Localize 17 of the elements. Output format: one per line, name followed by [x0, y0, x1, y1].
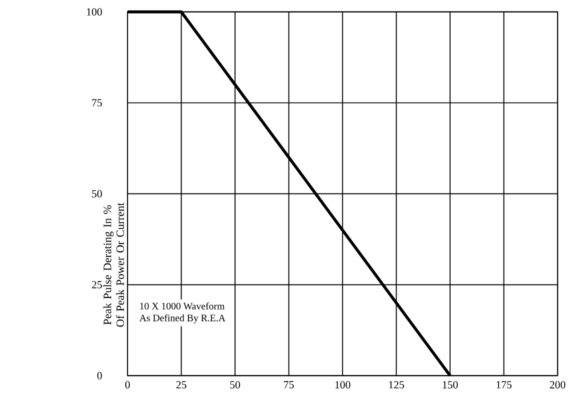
x-tick-label: 50	[230, 381, 240, 388]
annotation: As Defined By R.E.A	[139, 314, 226, 324]
x-tick-label: 150	[442, 381, 458, 388]
x-tick-label: 25	[176, 381, 186, 388]
annotation: 10 X 1000 Waveform	[140, 302, 225, 310]
y-tick-label: 25	[92, 280, 102, 288]
x-tick-label: 125	[389, 381, 404, 388]
y-axis-title: Peak Pulse Derating In % Of Peak Power Or Current	[103, 202, 124, 327]
y-tick-label: 0	[97, 372, 102, 380]
x-tick-label: 175	[496, 381, 512, 388]
y-tick-label: 100	[87, 8, 102, 16]
x-tick-label: 100	[335, 381, 350, 388]
x-tick-label: 200	[550, 381, 566, 388]
x-tick-label: 0	[125, 381, 130, 388]
y-tick-label: 50	[92, 190, 102, 198]
x-tick-label: 75	[284, 381, 294, 388]
y-tick-label: 75	[92, 99, 102, 106]
